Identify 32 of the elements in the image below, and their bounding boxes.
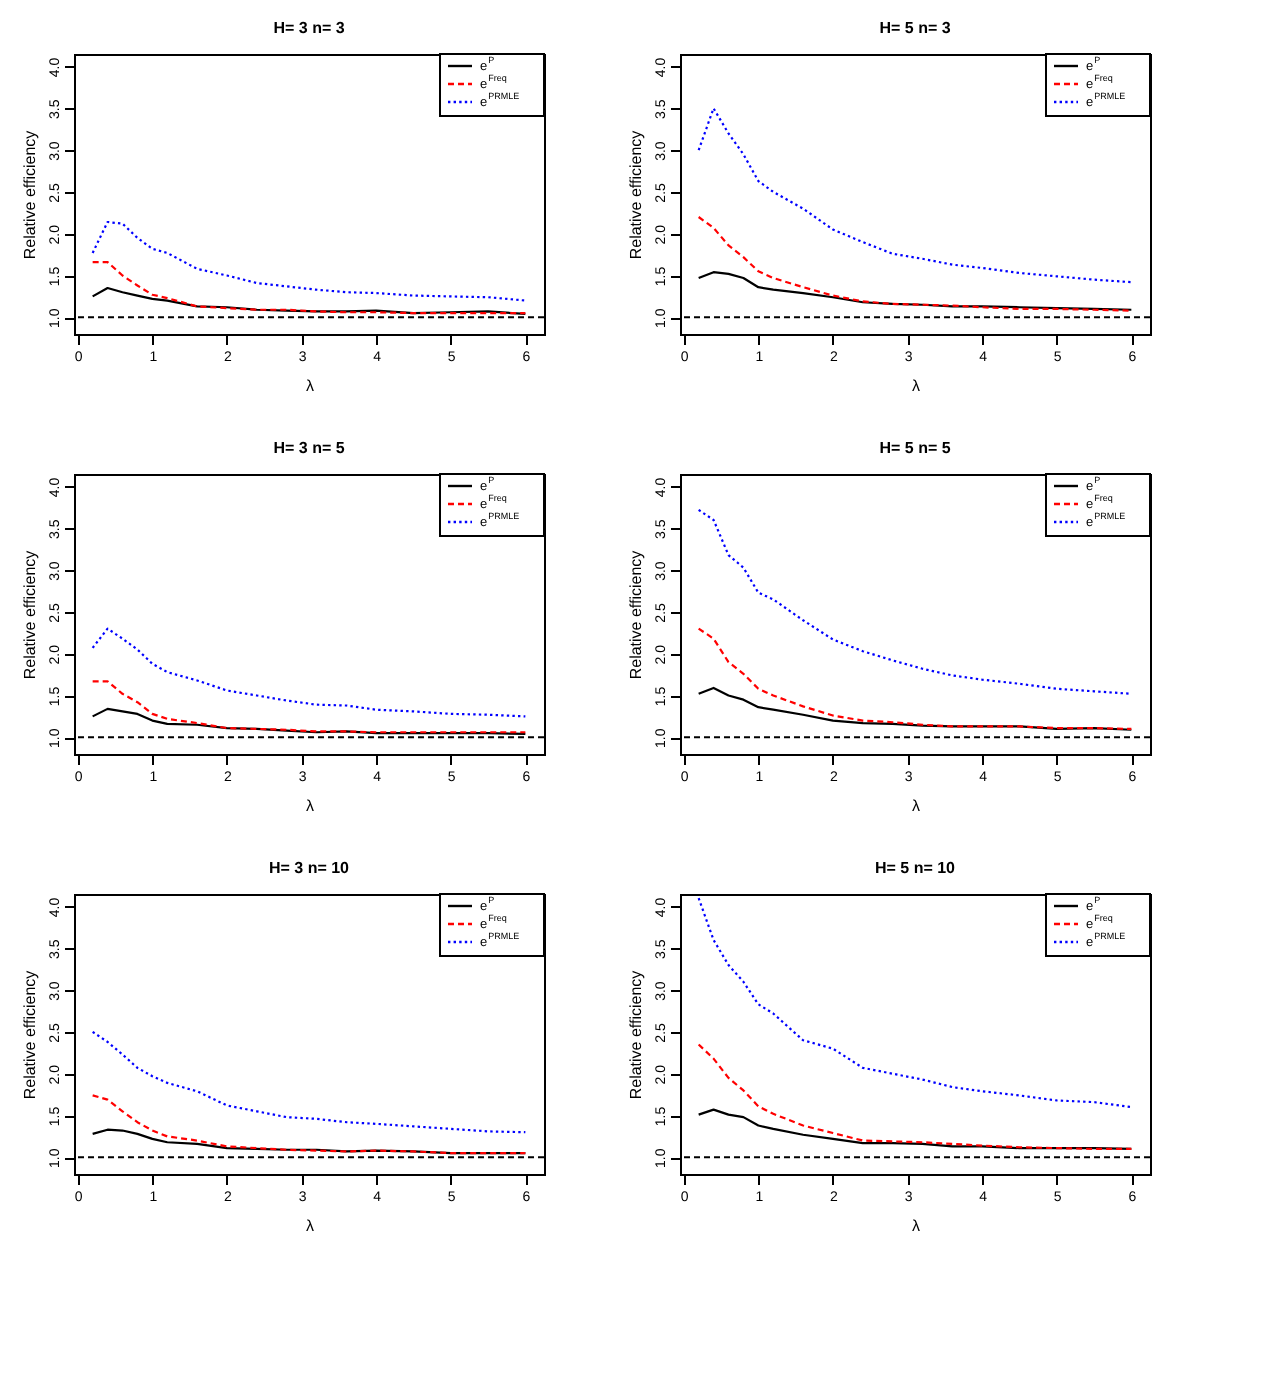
line-series xyxy=(91,1094,527,1155)
y-axis-title: Relative efficiency xyxy=(21,130,39,260)
y-axis-title: Relative efficiency xyxy=(21,550,39,680)
line-series xyxy=(697,897,1133,1109)
chart-title: H= 3 n= 3 xyxy=(273,19,346,37)
line-series xyxy=(697,627,1133,731)
line-series xyxy=(91,220,527,302)
y-axis-title: Relative efficiency xyxy=(21,970,39,1100)
line-series xyxy=(91,680,527,734)
line-series xyxy=(697,1043,1133,1151)
line-series xyxy=(91,1030,527,1134)
line-series xyxy=(697,215,1133,312)
x-axis-title: λ xyxy=(306,377,314,395)
y-axis-title: Relative efficiency xyxy=(627,550,645,680)
chart-title: H= 5 n= 10 xyxy=(874,859,957,877)
line-series xyxy=(697,271,1133,311)
y-axis-title: Relative efficiency xyxy=(627,970,645,1100)
x-axis-title: λ xyxy=(912,797,920,815)
x-axis-title: λ xyxy=(306,797,314,815)
x-axis-title: λ xyxy=(912,377,920,395)
x-axis-title: λ xyxy=(306,1217,314,1235)
chart-title: H= 5 n= 5 xyxy=(879,439,952,457)
line-series xyxy=(697,107,1133,284)
chart-title: H= 3 n= 5 xyxy=(273,439,346,457)
line-series xyxy=(91,627,527,718)
y-axis-title: Relative efficiency xyxy=(627,130,645,260)
chart-title: H= 5 n= 3 xyxy=(879,19,952,37)
line-series xyxy=(697,686,1133,731)
line-series xyxy=(697,508,1133,695)
line-series xyxy=(91,261,527,315)
chart-title: H= 3 n= 10 xyxy=(268,859,351,877)
x-axis-title: λ xyxy=(912,1217,920,1235)
